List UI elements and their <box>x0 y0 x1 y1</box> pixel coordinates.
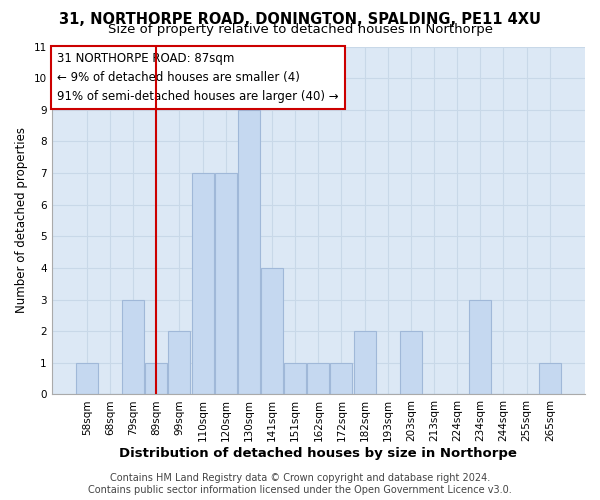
Bar <box>145 363 167 394</box>
Bar <box>191 173 214 394</box>
Bar <box>284 363 306 394</box>
Bar <box>353 331 376 394</box>
Bar <box>215 173 237 394</box>
Bar <box>261 268 283 394</box>
Bar <box>238 110 260 395</box>
Text: 31, NORTHORPE ROAD, DONINGTON, SPALDING, PE11 4XU: 31, NORTHORPE ROAD, DONINGTON, SPALDING,… <box>59 12 541 28</box>
Bar <box>331 363 352 394</box>
X-axis label: Distribution of detached houses by size in Northorpe: Distribution of detached houses by size … <box>119 447 517 460</box>
Bar <box>169 331 190 394</box>
Text: 31 NORTHORPE ROAD: 87sqm
← 9% of detached houses are smaller (4)
91% of semi-det: 31 NORTHORPE ROAD: 87sqm ← 9% of detache… <box>57 52 338 102</box>
Text: Size of property relative to detached houses in Northorpe: Size of property relative to detached ho… <box>107 22 493 36</box>
Bar <box>122 300 144 394</box>
Bar <box>76 363 98 394</box>
Bar <box>400 331 422 394</box>
Bar <box>307 363 329 394</box>
Bar <box>539 363 561 394</box>
Bar <box>469 300 491 394</box>
Y-axis label: Number of detached properties: Number of detached properties <box>15 128 28 314</box>
Text: Contains HM Land Registry data © Crown copyright and database right 2024.
Contai: Contains HM Land Registry data © Crown c… <box>88 474 512 495</box>
